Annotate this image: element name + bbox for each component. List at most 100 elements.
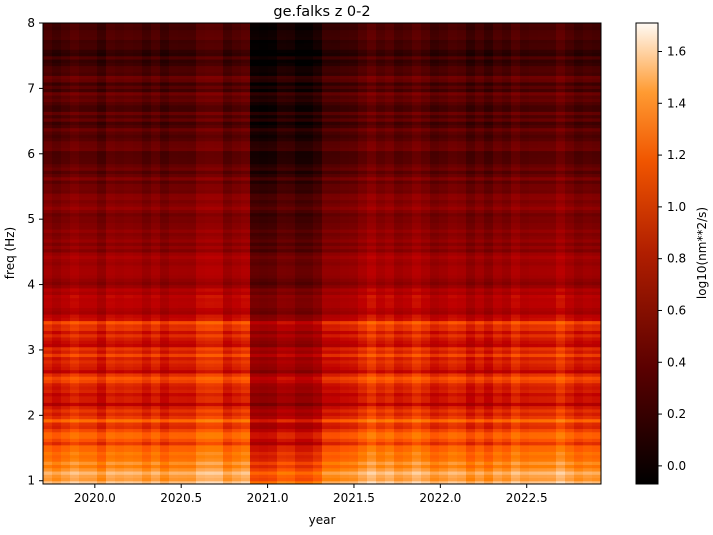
heatmap-cell xyxy=(187,62,197,67)
heatmap-cell xyxy=(214,199,224,204)
heatmap-cell xyxy=(106,58,116,63)
heatmap-cell xyxy=(196,431,206,436)
heatmap-cell xyxy=(169,376,179,380)
heatmap-cell xyxy=(214,32,224,37)
heatmap-cell xyxy=(97,209,107,214)
heatmap-cell xyxy=(232,228,242,233)
heatmap-cell xyxy=(106,186,116,191)
heatmap-cell xyxy=(79,444,89,449)
heatmap-cell xyxy=(295,94,305,99)
heatmap-cell xyxy=(214,287,224,292)
heatmap-cell xyxy=(187,431,197,436)
heatmap-cell xyxy=(61,157,71,161)
heatmap-cell xyxy=(79,369,89,374)
heatmap-cell xyxy=(340,395,350,400)
heatmap-cell xyxy=(142,451,152,456)
heatmap-cell xyxy=(268,147,278,152)
heatmap-cell xyxy=(223,209,233,214)
heatmap-cell xyxy=(286,389,296,394)
heatmap-cell xyxy=(241,369,251,374)
heatmap-cell xyxy=(277,147,287,152)
heatmap-cell xyxy=(241,333,251,338)
heatmap-cell xyxy=(223,85,233,89)
heatmap-cell xyxy=(205,232,215,237)
heatmap-cell xyxy=(295,98,305,103)
heatmap-cell xyxy=(322,330,332,335)
heatmap-cell xyxy=(88,176,98,181)
heatmap-cell xyxy=(160,313,170,318)
heatmap-cell xyxy=(52,356,62,361)
heatmap-cell xyxy=(205,245,215,250)
heatmap-cell xyxy=(241,346,251,351)
heatmap-cell xyxy=(304,405,314,410)
heatmap-cell xyxy=(349,402,359,407)
heatmap-cell xyxy=(151,163,161,168)
heatmap-cell xyxy=(187,147,197,152)
heatmap-cell xyxy=(286,78,296,83)
heatmap-cell xyxy=(160,212,170,217)
heatmap-cell xyxy=(286,444,296,449)
heatmap-cell xyxy=(358,320,368,325)
heatmap-cell xyxy=(241,480,251,484)
heatmap-cell xyxy=(61,39,71,44)
heatmap-cell xyxy=(268,402,278,407)
heatmap-cell xyxy=(70,29,80,34)
heatmap-cell xyxy=(52,310,62,315)
heatmap-cell xyxy=(304,425,314,430)
heatmap-cell xyxy=(169,392,179,397)
heatmap-cell xyxy=(268,438,278,443)
heatmap-cell xyxy=(205,438,215,443)
heatmap-cell xyxy=(205,58,215,63)
heatmap-cell xyxy=(250,140,260,145)
heatmap-cell xyxy=(286,235,296,240)
heatmap-cell xyxy=(79,101,89,106)
heatmap-cell xyxy=(313,85,323,89)
heatmap-cell xyxy=(232,412,242,416)
heatmap-cell xyxy=(61,428,71,433)
heatmap-cell xyxy=(250,359,260,364)
heatmap-cell xyxy=(124,85,134,89)
heatmap-cell xyxy=(187,395,197,400)
heatmap-cell xyxy=(115,291,125,295)
heatmap-cell xyxy=(214,206,224,210)
heatmap-cell xyxy=(52,343,62,348)
heatmap-cell xyxy=(259,225,269,230)
heatmap-cell xyxy=(250,242,260,246)
heatmap-cell xyxy=(286,228,296,233)
heatmap-cell xyxy=(43,58,53,63)
heatmap-cell xyxy=(151,150,161,155)
heatmap-cell xyxy=(295,183,305,188)
heatmap-cell xyxy=(349,359,359,364)
heatmap-cell xyxy=(151,189,161,194)
heatmap-cell xyxy=(250,199,260,204)
heatmap-cell xyxy=(52,209,62,214)
heatmap-cell xyxy=(187,363,197,367)
heatmap-cell xyxy=(331,130,341,135)
heatmap-cell xyxy=(151,160,161,165)
heatmap-cell xyxy=(313,258,323,263)
heatmap-cell xyxy=(214,297,224,302)
heatmap-cell xyxy=(70,147,80,152)
heatmap-cell xyxy=(313,248,323,253)
heatmap-cell xyxy=(259,150,269,155)
heatmap-cell xyxy=(295,186,305,191)
heatmap-cell xyxy=(196,29,206,34)
heatmap-cell xyxy=(277,215,287,220)
heatmap-cell xyxy=(214,304,224,309)
heatmap-cell xyxy=(142,88,152,93)
heatmap-cell xyxy=(331,215,341,220)
heatmap-cell xyxy=(142,448,152,452)
heatmap-cell xyxy=(304,369,314,374)
heatmap-cell xyxy=(241,287,251,292)
heatmap-cell xyxy=(142,49,152,54)
heatmap-cell xyxy=(277,160,287,165)
heatmap-cell xyxy=(268,271,278,276)
heatmap-cell xyxy=(349,258,359,263)
heatmap-cell xyxy=(277,451,287,456)
heatmap-cell xyxy=(295,366,305,371)
heatmap-cell xyxy=(187,189,197,194)
heatmap-cell xyxy=(178,408,188,413)
heatmap-cell xyxy=(349,117,359,122)
heatmap-cell xyxy=(97,65,107,70)
heatmap-cell xyxy=(106,255,116,259)
